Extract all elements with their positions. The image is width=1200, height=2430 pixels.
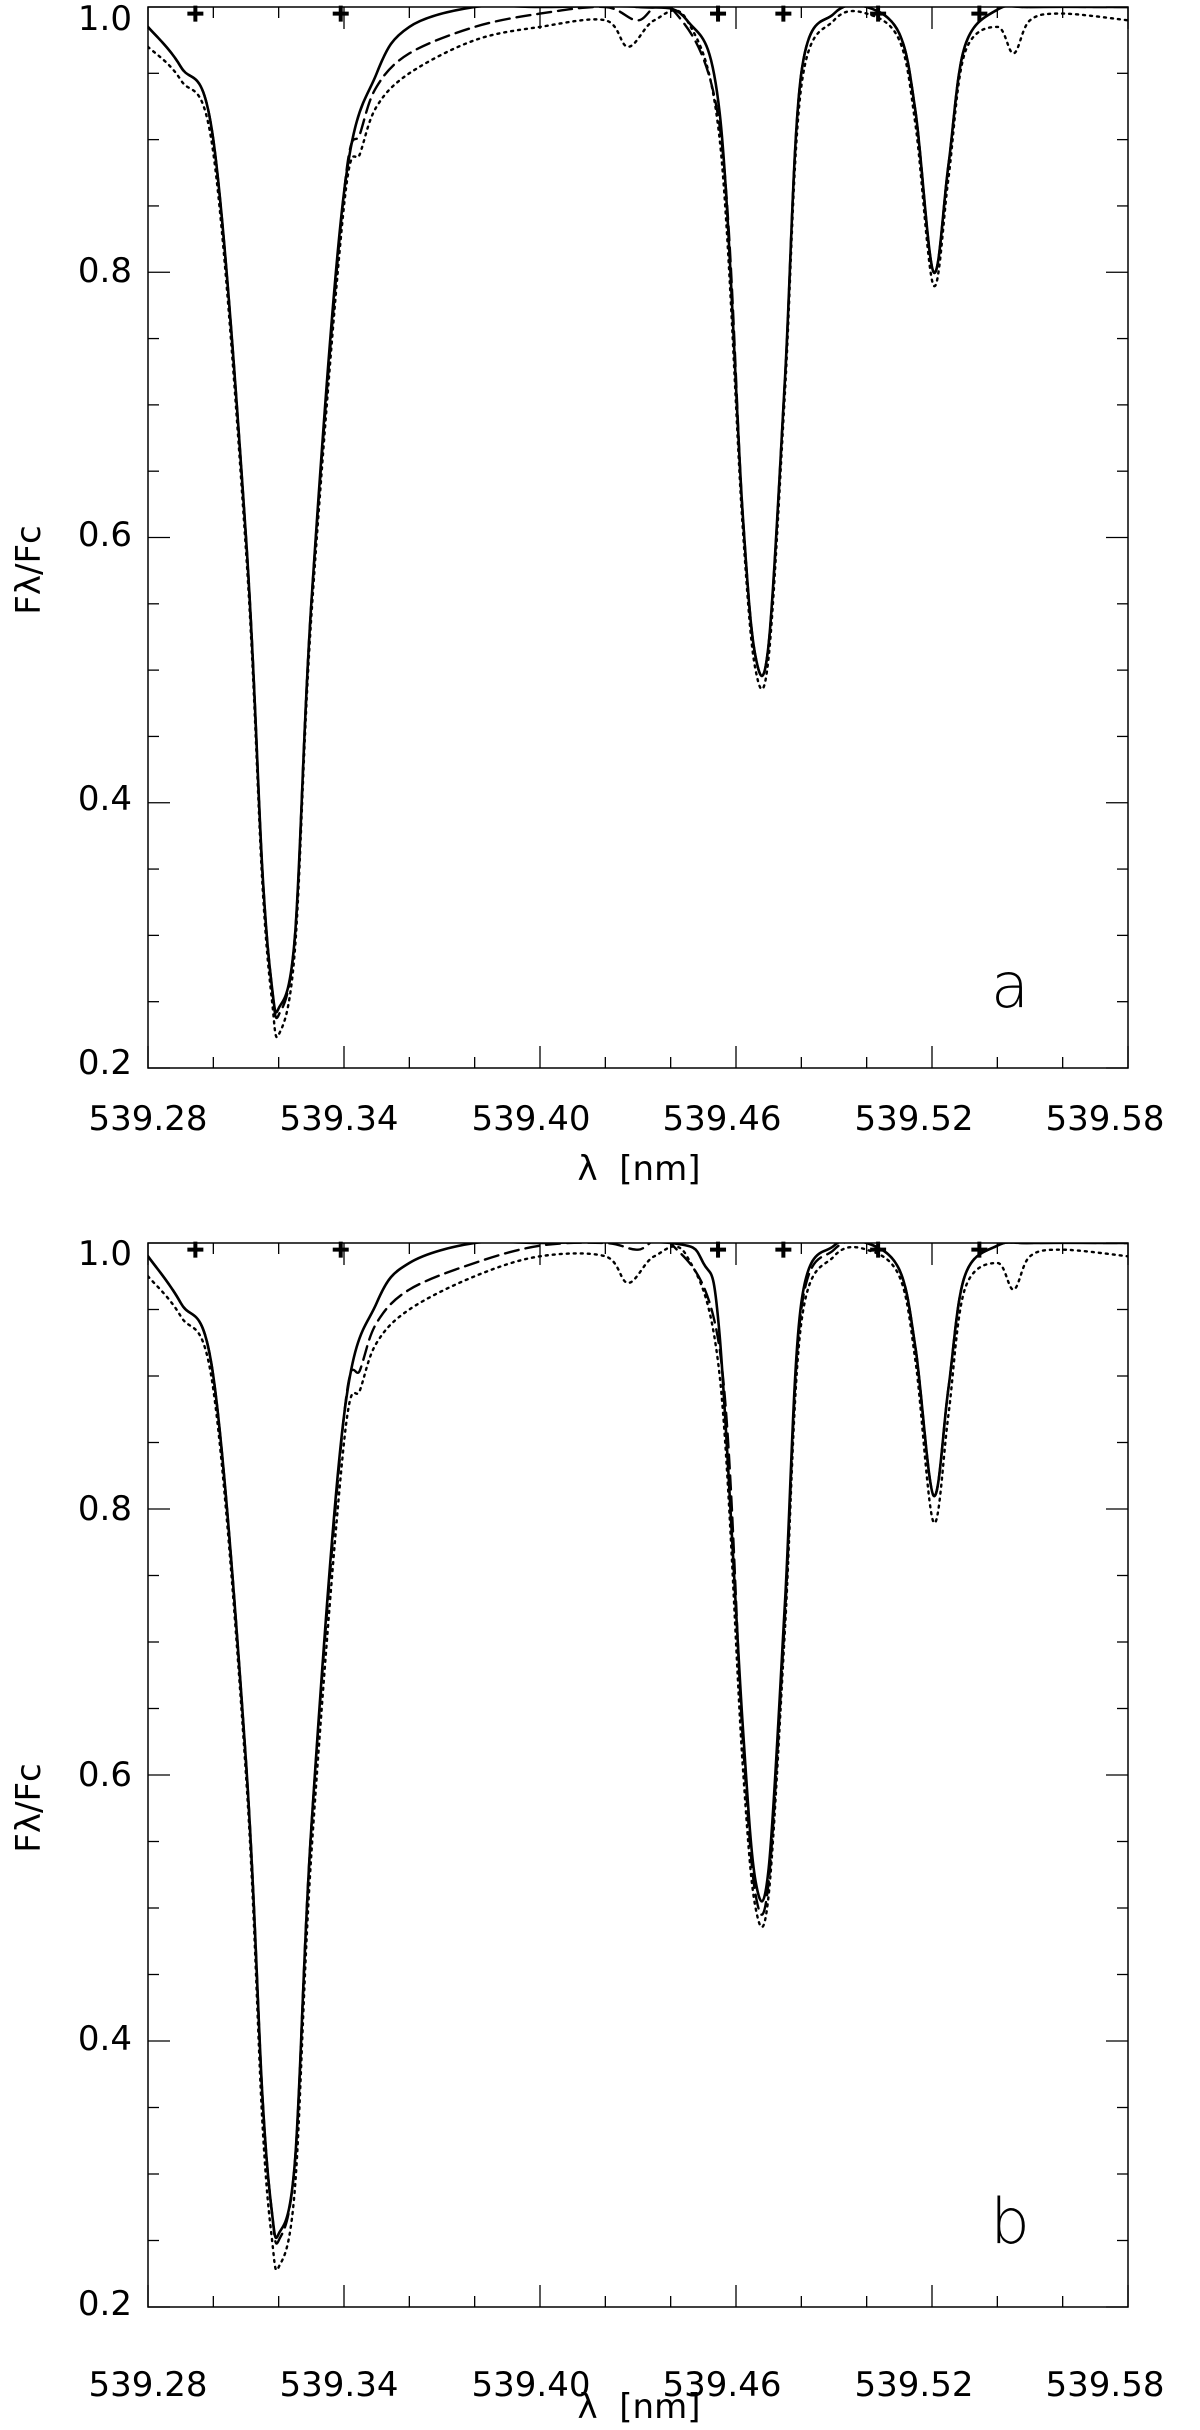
panel-b-plus-marker [971,1241,988,1258]
panel-a-x-tick-label: 539.34 [280,1099,399,1139]
panel-b-label: b [990,2185,1029,2258]
panel-b-plot-area [147,1241,1129,2308]
panel-b-plus-marker [710,1241,727,1258]
panel-b-y-tick-label: 0.8 [78,1489,132,1529]
panel-b-plus-marker [332,1241,349,1258]
panel-b-x-tick-label: 539.58 [1046,2365,1165,2405]
panel-a-x-tick-label: 539.28 [89,1099,208,1139]
panel-a-y-tick-label: 0.6 [78,515,132,555]
panel-a-x-tick-label: 539.46 [663,1099,782,1139]
panel-a-x-tick-label: 539.40 [472,1099,591,1139]
panel-b-series-dashed [148,1243,1128,2245]
panel-b-x-tick-label: 539.46 [663,2365,782,2405]
panel-a-y-tick-label: 1.0 [78,0,132,39]
panel-a-y-tick-label: 0.8 [78,251,132,291]
panel-b: 539.28 539.34 539.40 539.46 539.52 539.5… [9,1234,1164,2427]
panel-a-plus-marker [332,5,349,22]
panel-a-plus-marker [187,5,204,22]
panel-b-y-tick-label: 0.6 [78,1755,132,1795]
panel-b-x-tick-label: 539.40 [472,2365,591,2405]
panel-b-plus-marker [187,1241,204,1258]
panel-a-series-dotted [148,9,1128,1039]
panel-a-y-axis-title: Fλ/Fc [9,525,49,614]
panel-b-x-tick-label: 539.34 [280,2365,399,2405]
panel-a-y-tick-label: 0.2 [78,1043,132,1083]
panel-a-plot-area [147,5,1129,1069]
panel-a-x-tick-label: 539.58 [1046,1099,1165,1139]
panel-a-plus-marker [710,5,727,22]
panel-b-plus-marker [870,1241,887,1258]
panel-a: 539.28 539.34 539.40 539.46 539.52 539.5… [9,0,1164,1189]
panel-b-x-tick-label: 539.52 [855,2365,974,2405]
panel-b-series-solid [148,1243,1128,2240]
panel-a-series-solid [148,7,1128,1014]
panel-a-plus-marker [775,5,792,22]
panel-b-y-tick-label: 1.0 [78,1234,132,1274]
panel-a-plus-marker [971,5,988,22]
panel-a-x-tick-label: 539.52 [855,1099,974,1139]
panel-a-x-axis-title: λ [nm] [578,1149,701,1189]
panel-b-y-tick-label: 0.2 [78,2284,132,2324]
panel-b-plus-marker [775,1241,792,1258]
panel-b-x-tick-label: 539.28 [89,2365,208,2405]
panel-a-frame [147,6,1129,1069]
panel-b-x-tick-labels: 539.28 539.34 539.40 539.46 539.52 539.5… [89,2365,1165,2405]
panel-b-series-dotted [148,1245,1128,2272]
panel-a-y-tick-label: 0.4 [78,779,132,819]
panel-b-x-axis-title: λ [nm] [578,2387,701,2427]
panel-a-label: a [991,949,1029,1022]
panel-b-y-axis-title: Fλ/Fc [9,1763,49,1852]
panel-a-plus-marker [870,5,887,22]
panel-a-series-dashed [148,7,1128,1020]
panel-a-y-tick-labels: 0.2 0.4 0.6 0.8 1.0 [78,0,132,1083]
panel-a-x-tick-labels: 539.28 539.34 539.40 539.46 539.52 539.5… [89,1099,1165,1139]
panel-b-y-tick-labels: 0.2 0.4 0.6 0.8 1.0 [78,1234,132,2324]
panel-b-y-tick-label: 0.4 [78,2019,132,2059]
